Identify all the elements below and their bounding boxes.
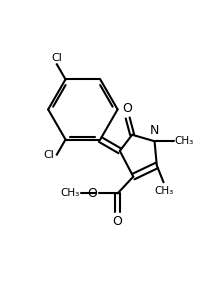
Text: O: O: [113, 215, 123, 228]
Text: O: O: [123, 102, 133, 115]
Text: Cl: Cl: [44, 150, 55, 160]
Text: CH₃: CH₃: [60, 188, 80, 199]
Text: N: N: [150, 124, 159, 137]
Text: Cl: Cl: [51, 53, 62, 63]
Text: CH₃: CH₃: [175, 136, 194, 146]
Text: CH₃: CH₃: [154, 186, 173, 195]
Text: O: O: [88, 187, 97, 200]
